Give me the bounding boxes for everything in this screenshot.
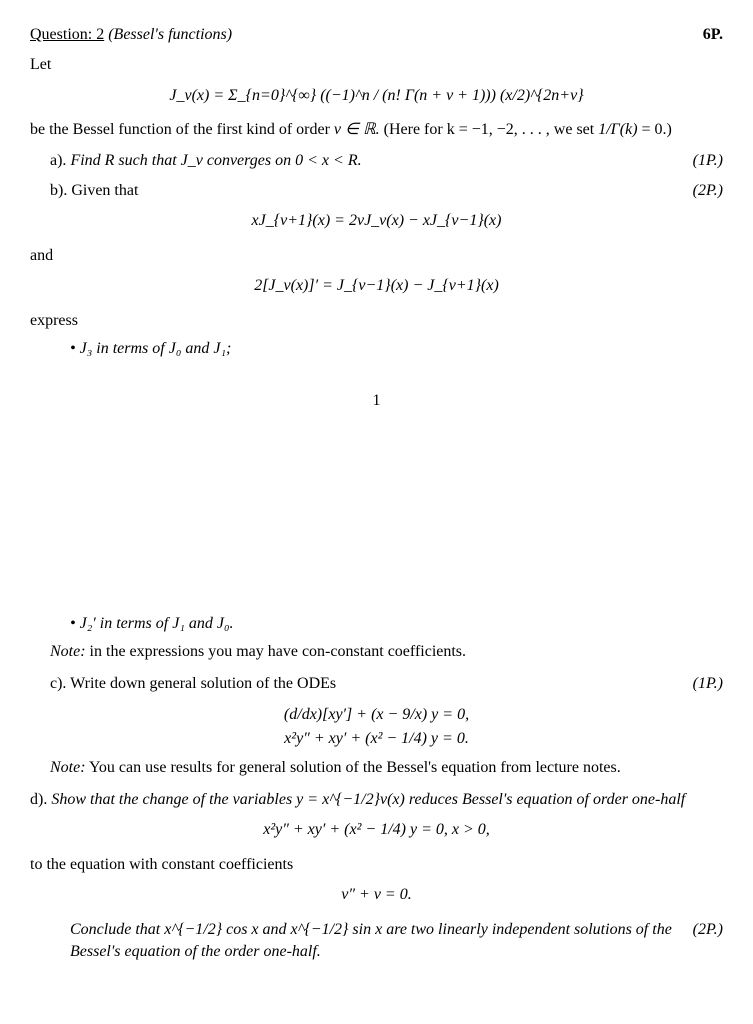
question-subtitle: (Bessel's functions) — [108, 26, 232, 43]
note-label-c: Note: — [50, 759, 86, 776]
bessel-half-eq: x²y″ + xy′ + (x² − 1/4) y = 0, x > 0, — [30, 819, 723, 841]
question-header: Question: 2 (Bessel's functions) 6P. — [30, 24, 723, 46]
part-c: c). Write down general solution of the O… — [50, 673, 336, 695]
part-c-note: Note: You can use results for general so… — [50, 757, 723, 779]
desc-paren: (Here for k = −1, −2, . . . , we set — [380, 121, 599, 138]
desc-eq: = 0.) — [638, 121, 672, 138]
part-c-row: c). Write down general solution of the O… — [50, 673, 723, 695]
bessel-definition: J_ν(x) = Σ_{n=0}^{∞} ((−1)^n / (n! Γ(n +… — [30, 85, 723, 107]
question-title: Question: 2 (Bessel's functions) — [30, 24, 232, 46]
desc-frac: 1/Γ(k) — [598, 121, 637, 138]
intro-description: be the Bessel function of the first kind… — [30, 119, 723, 141]
part-c-points: (1P.) — [693, 673, 723, 695]
part-a: a). Find R such that J_ν converges on 0 … — [50, 150, 362, 172]
part-d-points: (2P.) — [693, 919, 723, 941]
note-label-b: Note: — [50, 643, 86, 660]
part-b-points: (2P.) — [693, 180, 723, 202]
ode-2: x²y″ + xy′ + (x² − 1/4) y = 0. — [30, 728, 723, 750]
part-b-label: b). — [50, 182, 67, 199]
part-d-label: d). — [30, 791, 47, 808]
recurrence-2: 2[J_ν(x)]′ = J_{ν−1}(x) − J_{ν+1}(x) — [30, 275, 723, 297]
part-a-row: a). Find R such that J_ν converges on 0 … — [50, 150, 723, 172]
note-text-c: You can use results for general solution… — [86, 759, 621, 776]
part-d-mid: to the equation with constant coefficien… — [30, 854, 723, 876]
part-a-label: a). — [50, 152, 66, 169]
part-d-conclusion-row: Conclude that x^{−1/2} cos x and x^{−1/2… — [70, 919, 723, 964]
and-text: and — [30, 245, 723, 267]
question-label: Question: 2 — [30, 26, 104, 43]
part-d-text: Show that the change of the variables y … — [51, 791, 685, 808]
let-text: Let — [30, 54, 723, 76]
ode-1: (d/dx)[xy′] + (x − 9/x) y = 0, — [30, 704, 723, 726]
part-b-note: Note: in the expressions you may have co… — [50, 641, 723, 663]
part-d-conclusion: Conclude that x^{−1/2} cos x and x^{−1/2… — [70, 919, 673, 964]
part-c-label: c). — [50, 675, 66, 692]
desc-nu: ν ∈ ℝ. — [334, 121, 380, 138]
page-number: 1 — [30, 390, 723, 412]
note-text-b: in the expressions you may have con-cons… — [86, 643, 466, 660]
part-a-points: (1P.) — [693, 150, 723, 172]
recurrence-1: xJ_{ν+1}(x) = 2νJ_ν(x) − xJ_{ν−1}(x) — [30, 210, 723, 232]
part-b-text: Given that — [71, 182, 138, 199]
bullet-j2prime: J₂′ in terms of J₁ and J₀. — [70, 613, 723, 635]
part-d: d). Show that the change of the variable… — [30, 789, 723, 811]
part-c-text: Write down general solution of the ODEs — [70, 675, 336, 692]
total-points: 6P. — [703, 24, 723, 46]
part-b: b). Given that — [50, 180, 138, 202]
part-a-text: Find R such that J_ν converges on 0 < x … — [70, 152, 361, 169]
express-text: express — [30, 310, 723, 332]
part-b-row: b). Given that (2P.) — [50, 180, 723, 202]
constant-coeff-eq: v″ + v = 0. — [30, 884, 723, 906]
bullet-j3: J₃ in terms of J₀ and J₁; — [70, 338, 723, 360]
desc-prefix: be the Bessel function of the first kind… — [30, 121, 334, 138]
